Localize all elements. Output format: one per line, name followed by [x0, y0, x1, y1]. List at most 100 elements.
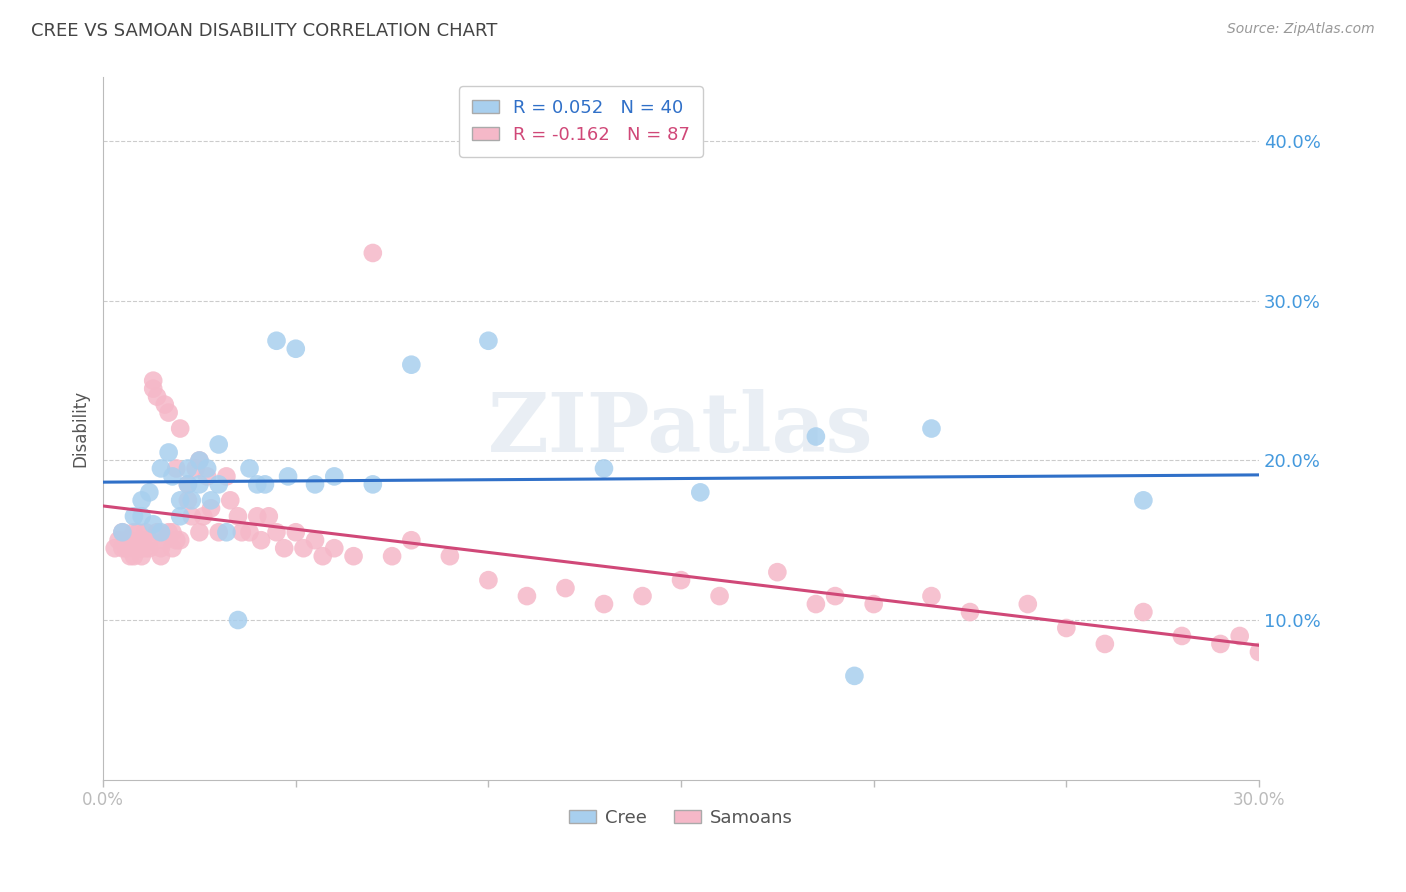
Point: [184, 461, 207, 475]
Point: [554, 581, 576, 595]
Point: [631, 589, 654, 603]
Point: [215, 525, 238, 540]
Point: [804, 597, 827, 611]
Point: [266, 334, 288, 348]
Point: [104, 541, 127, 556]
Point: [1171, 629, 1194, 643]
Point: [131, 509, 153, 524]
Point: [127, 525, 149, 540]
Point: [208, 437, 231, 451]
Point: [921, 421, 943, 435]
Point: [122, 525, 145, 540]
Text: CREE VS SAMOAN DISABILITY CORRELATION CHART: CREE VS SAMOAN DISABILITY CORRELATION CH…: [31, 22, 498, 40]
Point: [253, 477, 276, 491]
Point: [593, 461, 616, 475]
Point: [226, 613, 249, 627]
Point: [131, 493, 153, 508]
Point: [162, 525, 184, 540]
Point: [921, 589, 943, 603]
Point: [323, 541, 346, 556]
Point: [162, 469, 184, 483]
Point: [477, 573, 499, 587]
Point: [238, 461, 260, 475]
Point: [162, 541, 184, 556]
Point: [1209, 637, 1232, 651]
Point: [111, 525, 134, 540]
Point: [208, 525, 231, 540]
Point: [1132, 493, 1154, 508]
Point: [149, 549, 172, 564]
Point: [1229, 629, 1251, 643]
Point: [122, 541, 145, 556]
Point: [304, 533, 326, 548]
Point: [142, 374, 165, 388]
Point: [1132, 605, 1154, 619]
Point: [195, 469, 218, 483]
Point: [134, 541, 156, 556]
Point: [169, 421, 191, 435]
Point: [120, 533, 142, 548]
Point: [1017, 597, 1039, 611]
Point: [111, 525, 134, 540]
Point: [273, 541, 295, 556]
Point: [200, 501, 222, 516]
Point: [246, 509, 269, 524]
Point: [342, 549, 364, 564]
Point: [439, 549, 461, 564]
Text: ZIPatlas: ZIPatlas: [488, 389, 873, 468]
Point: [138, 533, 160, 548]
Point: [157, 406, 180, 420]
Point: [142, 382, 165, 396]
Point: [169, 533, 191, 548]
Point: [131, 533, 153, 548]
Point: [200, 493, 222, 508]
Point: [361, 477, 384, 491]
Point: [165, 461, 187, 475]
Point: [669, 573, 692, 587]
Point: [122, 509, 145, 524]
Point: [127, 541, 149, 556]
Point: [246, 477, 269, 491]
Point: [226, 509, 249, 524]
Point: [134, 525, 156, 540]
Point: [115, 541, 138, 556]
Point: [188, 525, 211, 540]
Point: [177, 477, 200, 491]
Point: [401, 533, 423, 548]
Point: [593, 597, 616, 611]
Point: [180, 493, 202, 508]
Point: [292, 541, 315, 556]
Point: [250, 533, 273, 548]
Point: [709, 589, 731, 603]
Point: [195, 461, 218, 475]
Text: Source: ZipAtlas.com: Source: ZipAtlas.com: [1227, 22, 1375, 37]
Point: [107, 533, 129, 548]
Point: [477, 334, 499, 348]
Point: [284, 525, 307, 540]
Point: [208, 477, 231, 491]
Point: [401, 358, 423, 372]
Point: [215, 469, 238, 483]
Point: [188, 453, 211, 467]
Point: [824, 589, 846, 603]
Point: [153, 533, 176, 548]
Point: [138, 541, 160, 556]
Point: [188, 453, 211, 467]
Point: [149, 525, 172, 540]
Y-axis label: Disability: Disability: [72, 390, 89, 467]
Point: [188, 477, 211, 491]
Point: [266, 525, 288, 540]
Point: [257, 509, 280, 524]
Point: [138, 485, 160, 500]
Point: [193, 509, 215, 524]
Point: [177, 493, 200, 508]
Point: [361, 246, 384, 260]
Point: [157, 525, 180, 540]
Point: [323, 469, 346, 483]
Point: [231, 525, 253, 540]
Point: [177, 461, 200, 475]
Legend: Cree, Samoans: Cree, Samoans: [562, 801, 800, 834]
Point: [177, 477, 200, 491]
Point: [115, 533, 138, 548]
Point: [959, 605, 981, 619]
